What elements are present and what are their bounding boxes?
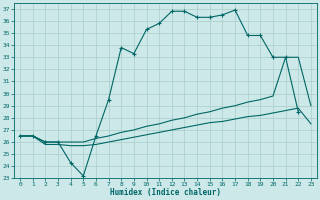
X-axis label: Humidex (Indice chaleur): Humidex (Indice chaleur) [110,188,221,197]
